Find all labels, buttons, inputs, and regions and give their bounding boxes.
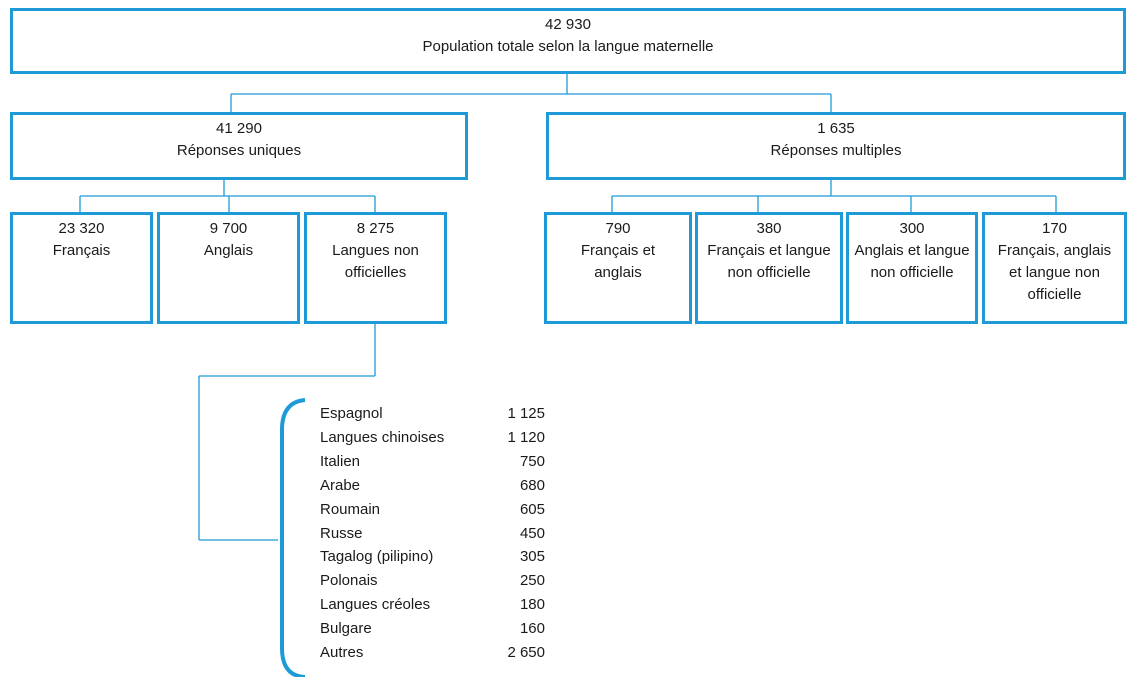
fr-an-nonoff-label: Français, anglais et langue non officiel… bbox=[997, 242, 1112, 303]
list-item: Russe 450 bbox=[320, 522, 545, 546]
an-nonoff-label: Anglais et langue non officielle bbox=[854, 242, 970, 281]
language-count: 250 bbox=[519, 572, 545, 590]
single-value: 41 290 bbox=[216, 120, 262, 137]
list-item: Polonais 250 bbox=[320, 569, 545, 593]
fr-nonoff-value: 380 bbox=[756, 220, 782, 237]
language-name: Polonais bbox=[320, 572, 378, 590]
language-name: Italien bbox=[320, 452, 361, 470]
language-count: 450 bbox=[519, 524, 545, 542]
multiple-label: Réponses multiples bbox=[770, 142, 902, 159]
language-count: 160 bbox=[519, 620, 545, 638]
language-count: 2 650 bbox=[507, 644, 545, 662]
language-count: 305 bbox=[519, 548, 545, 566]
language-count: 180 bbox=[519, 596, 545, 614]
non-official-languages-list: Espagnol 1 125 Langues chinoises 1 120 Ita… bbox=[320, 402, 545, 665]
fr-an-nonoff-box: 170 Français, anglais et langue non offi… bbox=[982, 212, 1127, 324]
language-name: Langues chinoises bbox=[320, 428, 445, 446]
list-item: Espagnol 1 125 bbox=[320, 402, 545, 426]
single-label: Réponses uniques bbox=[176, 142, 302, 159]
fr-an-nonoff-value: 170 bbox=[1041, 220, 1068, 237]
language-name: Bulgare bbox=[320, 620, 372, 638]
anglais-value: 9 700 bbox=[209, 220, 248, 237]
root-label: Population totale selon la langue matern… bbox=[422, 38, 714, 55]
list-item: Italien 750 bbox=[320, 450, 545, 474]
root-box: 42 930 Population totale selon la langue… bbox=[10, 8, 1126, 74]
multiple-responses-box: 1 635 Réponses multiples bbox=[546, 112, 1126, 180]
fr-an-label: Français et anglais bbox=[580, 242, 656, 281]
language-name: Langues créoles bbox=[320, 596, 431, 614]
fr-nonoff-box: 380 Français et langue non officielle bbox=[695, 212, 843, 324]
language-count: 605 bbox=[519, 500, 545, 518]
non-officielles-box: 8 275 Langues non officielles bbox=[304, 212, 447, 324]
fr-nonoff-label: Français et langue non officielle bbox=[707, 242, 831, 281]
language-count: 1 120 bbox=[507, 428, 545, 446]
non-officielles-label: Langues non officielles bbox=[332, 242, 419, 281]
language-name: Roumain bbox=[320, 500, 381, 518]
list-item: Roumain 605 bbox=[320, 498, 545, 522]
multiple-value: 1 635 bbox=[817, 120, 855, 137]
language-name: Arabe bbox=[320, 476, 361, 494]
anglais-box: 9 700 Anglais bbox=[157, 212, 300, 324]
list-item: Langues chinoises 1 120 bbox=[320, 426, 545, 450]
fr-an-value: 790 bbox=[605, 220, 631, 237]
fr-an-box: 790 Français et anglais bbox=[544, 212, 692, 324]
list-item: Bulgare 160 bbox=[320, 617, 545, 641]
anglais-label: Anglais bbox=[203, 242, 254, 259]
language-count: 680 bbox=[519, 476, 545, 494]
single-responses-box: 41 290 Réponses uniques bbox=[10, 112, 468, 180]
language-count: 1 125 bbox=[507, 405, 545, 422]
list-item: Arabe 680 bbox=[320, 474, 545, 498]
list-item: Autres 2 650 bbox=[320, 641, 545, 665]
an-nonoff-box: 300 Anglais et langue non officielle bbox=[846, 212, 978, 324]
an-nonoff-value: 300 bbox=[899, 220, 925, 237]
non-officielles-value: 8 275 bbox=[356, 220, 395, 237]
language-name: Tagalog (pilipino) bbox=[320, 548, 434, 566]
francais-value: 23 320 bbox=[58, 220, 105, 237]
francais-box: 23 320 Français bbox=[10, 212, 153, 324]
language-name: Russe bbox=[320, 524, 363, 542]
list-bracket bbox=[280, 398, 306, 677]
language-name: Espagnol bbox=[320, 405, 383, 422]
list-item: Langues créoles 180 bbox=[320, 593, 545, 617]
root-value: 42 930 bbox=[545, 16, 591, 33]
language-count: 750 bbox=[519, 452, 545, 470]
language-name: Autres bbox=[320, 644, 364, 662]
list-item: Tagalog (pilipino) 305 bbox=[320, 545, 545, 569]
francais-label: Français bbox=[52, 242, 111, 259]
